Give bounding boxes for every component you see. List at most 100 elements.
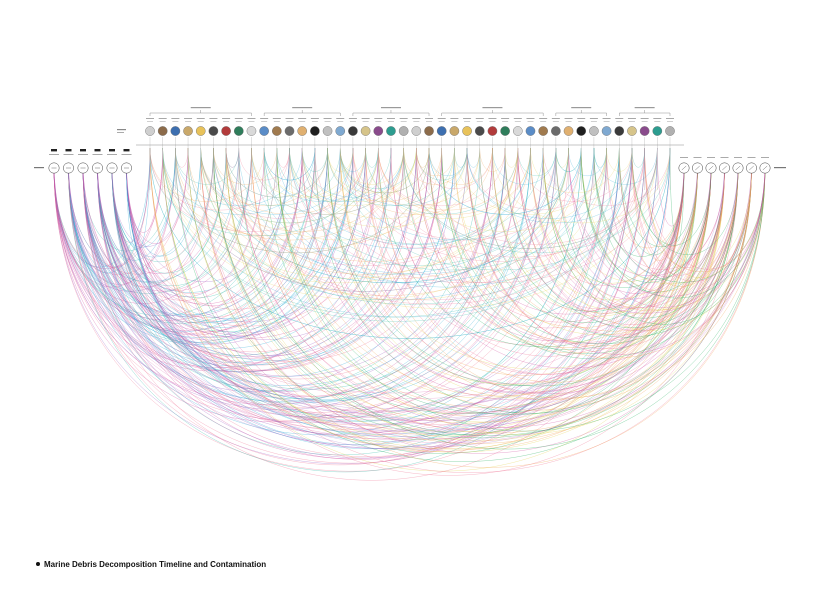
arc-left-link (68, 147, 531, 404)
arc-left-link (53, 147, 519, 410)
item-label-placeholder (374, 118, 383, 119)
item-sublabel-placeholder (337, 121, 344, 122)
arc-right-link (631, 147, 752, 282)
arc-left-link (97, 147, 366, 332)
arc-item-link (175, 147, 557, 292)
item-label-placeholder (323, 118, 332, 119)
arc-item-link (340, 147, 569, 241)
arc-item-link (213, 147, 278, 185)
category-bracket (555, 112, 607, 116)
arc-left-link (126, 147, 582, 422)
item-sublabel-placeholder (261, 121, 268, 122)
caption-title: Marine Debris Decomposition Timeline and… (44, 560, 267, 569)
arc-outer-link (82, 167, 698, 394)
item-label-placeholder (513, 118, 522, 119)
arc-item-link (416, 147, 430, 168)
arc-right-link (314, 147, 739, 414)
debris-item-photo (157, 126, 168, 136)
arc-item-link (149, 147, 671, 339)
debris-item-photo (373, 126, 384, 136)
item-label-placeholder (475, 118, 484, 119)
arc-left-link (68, 147, 557, 424)
debris-item-photo (436, 126, 447, 136)
item-sublabel-placeholder (185, 121, 192, 122)
debris-item-photo (335, 126, 346, 136)
item-sublabel-placeholder (654, 121, 661, 122)
impact-label-placeholder (747, 157, 756, 158)
arc-item-link (162, 147, 379, 236)
debris-item-photo (525, 126, 536, 136)
arc-item-link (213, 147, 569, 283)
arc-left-link (111, 147, 544, 400)
debris-item-photo (665, 126, 675, 136)
arc-right-link (568, 147, 725, 276)
debris-item-photo (297, 126, 307, 136)
impact-node-glyph (735, 165, 741, 171)
item-label-placeholder (653, 118, 662, 119)
item-sublabel-placeholder (286, 121, 293, 122)
debris-item-photo (589, 126, 599, 136)
category-bracket (441, 112, 544, 116)
item-label-placeholder (196, 118, 205, 119)
item-label-placeholder (437, 118, 446, 119)
item-label-placeholder (272, 118, 281, 119)
item-label-placeholder (539, 118, 548, 119)
connection-arcs (53, 147, 766, 481)
source-label-placeholder (92, 154, 103, 155)
debris-item-photo (601, 126, 612, 136)
item-sublabel-placeholder (438, 121, 445, 122)
row-label-placeholder (117, 129, 126, 131)
arc-right-link (213, 147, 685, 433)
debris-item-photo (639, 126, 650, 136)
arc-item-link (416, 147, 658, 245)
debris-item-photo (246, 126, 257, 136)
category-label-placeholder (634, 107, 655, 109)
source-tag-icon (94, 149, 101, 152)
item-label-placeholder (615, 118, 624, 119)
arc-item-link (175, 147, 404, 241)
arc-left-link (82, 147, 607, 456)
category-bracket (352, 112, 430, 116)
arc-item-link (428, 147, 493, 185)
item-sublabel-placeholder (603, 121, 610, 122)
item-label-placeholder (551, 118, 560, 119)
debris-item-photo (474, 126, 485, 136)
arc-item-link (289, 147, 645, 283)
arc-right-link (593, 147, 712, 280)
item-sublabel-placeholder (387, 121, 394, 122)
item-label-placeholder (640, 118, 649, 119)
debris-item-photo (284, 126, 295, 136)
arc-left-link (126, 147, 417, 340)
item-sublabel-placeholder (273, 121, 280, 122)
source-tag-icon (65, 149, 72, 152)
category-bracket (619, 112, 671, 116)
debris-item-photo (424, 126, 434, 136)
arc-left-link (111, 147, 557, 401)
source-label-placeholder (49, 154, 59, 155)
arc-right-link (289, 147, 766, 411)
item-sublabel-placeholder (641, 121, 648, 122)
debris-item-photo (208, 126, 219, 136)
arc-right-link (619, 147, 739, 287)
impact-label-placeholder (707, 157, 715, 158)
debris-item-row (117, 118, 675, 136)
category-label-placeholder (482, 107, 503, 109)
debris-item-photo (576, 126, 587, 136)
source-tag-icon (51, 149, 57, 152)
row-label-placeholder (117, 132, 124, 133)
right-impact-nodes (678, 157, 786, 174)
item-sublabel-placeholder (210, 121, 217, 122)
item-label-placeholder (310, 118, 319, 119)
arc-right-link (301, 147, 725, 401)
item-label-placeholder (146, 118, 154, 119)
item-sublabel-placeholder (451, 121, 458, 122)
bullet-dot-icon (36, 561, 40, 566)
arc-item-link (225, 147, 239, 168)
item-sublabel-placeholder (400, 121, 407, 122)
item-sublabel-placeholder (667, 121, 673, 122)
arc-item-link (492, 147, 557, 185)
debris-item-photo (538, 126, 548, 136)
item-label-placeholder (260, 118, 269, 119)
item-sublabel-placeholder (299, 121, 306, 122)
item-label-placeholder (247, 118, 256, 119)
